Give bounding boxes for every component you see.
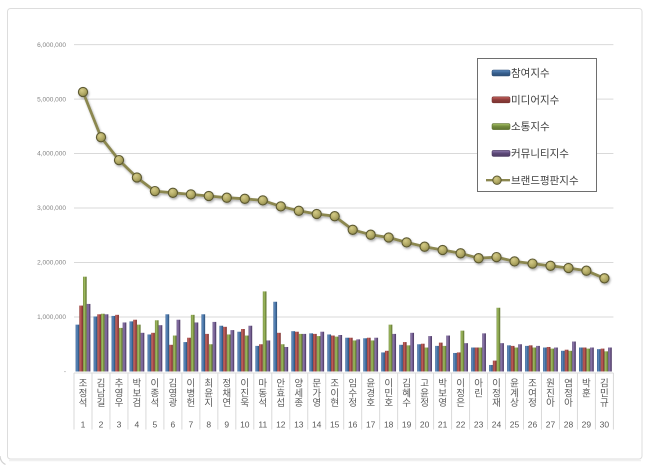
- svg-text:22: 22: [456, 419, 466, 429]
- svg-text:16: 16: [348, 419, 358, 429]
- svg-text:이민호: 이민호: [384, 379, 393, 410]
- svg-text:조여정: 조여정: [528, 379, 537, 410]
- svg-text:정채연: 정채연: [222, 379, 231, 410]
- svg-text:조이현: 조이현: [330, 379, 339, 410]
- svg-text:19: 19: [402, 419, 412, 429]
- svg-text:25: 25: [510, 419, 520, 429]
- svg-text:5,000,000: 5,000,000: [37, 96, 66, 103]
- svg-text:20: 20: [420, 419, 430, 429]
- svg-text:윤계상: 윤계상: [510, 379, 519, 410]
- svg-text:브랜드평판지수: 브랜드평판지수: [511, 175, 579, 187]
- svg-text:30: 30: [600, 419, 610, 429]
- svg-text:박훈: 박훈: [582, 379, 591, 400]
- svg-text:2: 2: [99, 419, 104, 429]
- svg-text:17: 17: [366, 419, 376, 429]
- svg-text:박보검: 박보검: [133, 379, 142, 410]
- svg-text:4: 4: [135, 419, 140, 429]
- svg-text:미디어지수: 미디어지수: [511, 94, 560, 106]
- svg-text:김남길: 김남길: [97, 378, 106, 410]
- svg-text:11: 11: [258, 419, 267, 429]
- svg-text:아린: 아린: [474, 379, 483, 400]
- svg-text:12: 12: [276, 419, 286, 429]
- svg-text:양세종: 양세종: [294, 379, 303, 410]
- svg-text:9: 9: [224, 419, 229, 429]
- svg-text:3: 3: [117, 419, 122, 429]
- svg-text:6,000,000: 6,000,000: [37, 42, 66, 49]
- svg-text:김민규: 김민규: [600, 378, 609, 410]
- svg-text:문가영: 문가영: [312, 379, 321, 410]
- svg-text:13: 13: [294, 419, 304, 429]
- svg-text:24: 24: [492, 419, 502, 429]
- svg-text:안효섭: 안효섭: [276, 379, 285, 410]
- svg-text:임수정: 임수정: [348, 378, 357, 410]
- svg-text:김혜수: 김혜수: [402, 378, 411, 410]
- svg-text:28: 28: [564, 419, 574, 429]
- svg-text:마동석: 마동석: [258, 379, 267, 410]
- svg-text:이정은: 이정은: [456, 379, 465, 410]
- svg-text:8: 8: [206, 419, 211, 429]
- svg-text:고윤정: 고윤정: [420, 379, 429, 410]
- svg-text:26: 26: [528, 419, 538, 429]
- svg-text:김영광: 김영광: [169, 378, 178, 410]
- svg-text:23: 23: [474, 419, 484, 429]
- svg-text:18: 18: [384, 419, 394, 429]
- svg-text:29: 29: [582, 419, 592, 429]
- svg-text:원진아: 원진아: [546, 379, 555, 410]
- svg-text:14: 14: [312, 419, 322, 429]
- svg-text:최윤지: 최윤지: [204, 379, 213, 410]
- svg-text:4,000,000: 4,000,000: [37, 151, 66, 158]
- svg-text:5: 5: [153, 419, 158, 429]
- svg-text:15: 15: [330, 419, 340, 429]
- svg-text:이종석: 이종석: [151, 379, 160, 410]
- svg-text:1: 1: [81, 419, 86, 429]
- svg-text:21: 21: [438, 419, 448, 429]
- svg-text:27: 27: [546, 419, 556, 429]
- svg-text:추영우: 추영우: [115, 379, 124, 410]
- svg-text:1,000,000: 1,000,000: [37, 314, 66, 321]
- svg-text:-: -: [64, 369, 66, 376]
- svg-text:조정석: 조정석: [79, 379, 88, 410]
- svg-text:이병헌: 이병헌: [187, 379, 196, 410]
- svg-text:박보영: 박보영: [438, 379, 447, 410]
- svg-text:참여지수: 참여지수: [511, 68, 550, 80]
- svg-text:10: 10: [240, 419, 250, 429]
- svg-text:윤경호: 윤경호: [366, 379, 375, 410]
- svg-text:3,000,000: 3,000,000: [37, 205, 66, 212]
- svg-text:염정아: 염정아: [564, 379, 573, 410]
- svg-text:6: 6: [171, 419, 176, 429]
- svg-text:이진욱: 이진욱: [240, 379, 249, 410]
- svg-text:7: 7: [189, 419, 194, 429]
- svg-text:이정재: 이정재: [492, 379, 501, 410]
- svg-text:2,000,000: 2,000,000: [37, 260, 66, 267]
- svg-text:소통지수: 소통지수: [511, 121, 550, 133]
- svg-text:커뮤니티지수: 커뮤니티지수: [511, 148, 569, 160]
